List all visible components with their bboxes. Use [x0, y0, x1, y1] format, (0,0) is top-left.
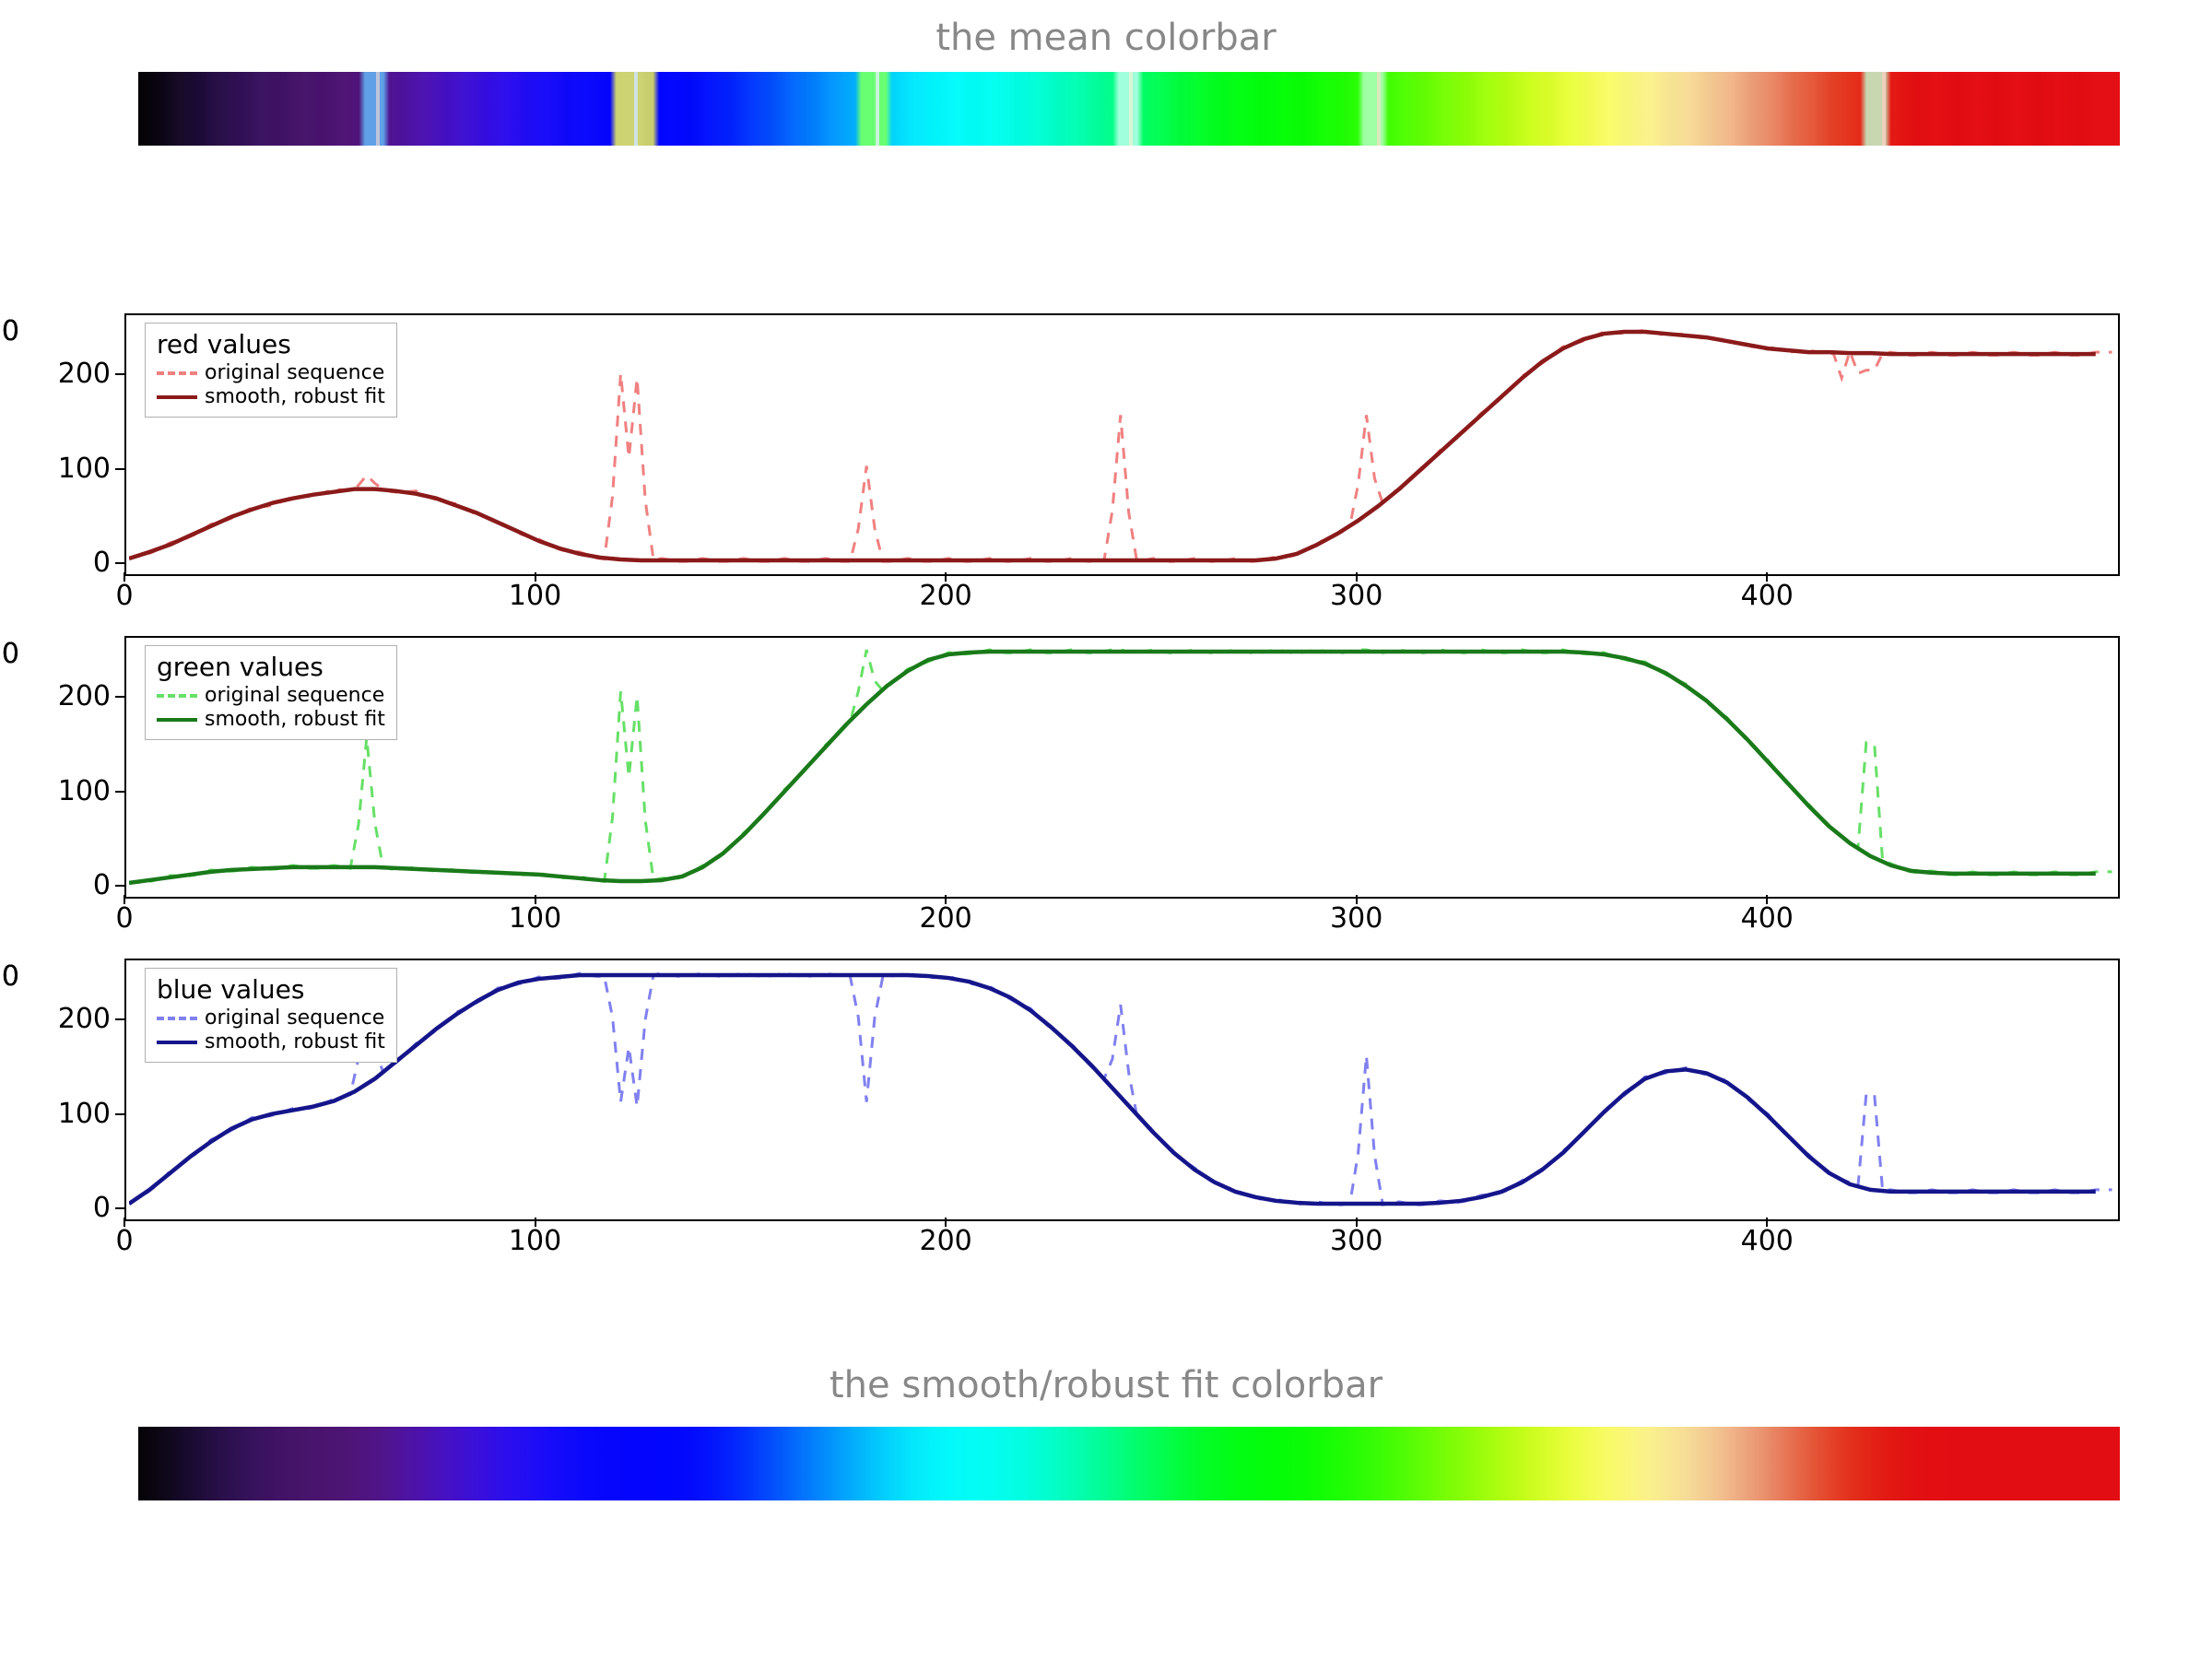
red-legend: red values original sequence smooth, rob… — [145, 323, 397, 418]
legend-label-original: original sequence — [205, 1006, 384, 1030]
blue-fit-line — [129, 975, 2096, 1204]
x-tick-mark — [535, 895, 536, 904]
x-tick-mark — [124, 895, 125, 904]
mean-colorbar — [138, 72, 2120, 146]
x-tick-label: 100 — [508, 580, 563, 612]
x-tick-mark — [1766, 572, 1768, 582]
bottom-colorbar-title: the smooth/robust fit colorbar — [0, 1364, 2212, 1406]
green-fit-line — [129, 652, 2096, 883]
y-tick-label: 200 — [55, 1003, 111, 1035]
legend-row-fit: smooth, robust fit — [157, 385, 385, 409]
legend-swatch-solid — [157, 395, 197, 399]
legend-swatch-dashed — [157, 694, 197, 698]
y-tick-label: 200 — [55, 358, 111, 390]
x-tick-label: 0 — [97, 902, 152, 935]
colorbar-streak — [376, 72, 380, 146]
colorbar-streak — [876, 72, 879, 146]
x-tick-label: 300 — [1329, 902, 1384, 935]
x-tick-mark — [945, 895, 947, 904]
legend-swatch-dashed — [157, 1017, 197, 1020]
x-tick-mark — [1356, 1218, 1358, 1227]
x-tick-label: 300 — [1329, 580, 1384, 612]
green-panel: 0100200 green values original sequence s… — [124, 636, 2120, 899]
legend-swatch-solid — [157, 1041, 197, 1044]
x-tick-mark — [535, 1218, 536, 1227]
top-colorbar-title: the mean colorbar — [0, 17, 2212, 59]
y-tick-mark — [115, 468, 124, 470]
y-tick-label: 0 — [55, 1192, 111, 1224]
legend-title: red values — [157, 329, 385, 359]
legend-row-fit: smooth, robust fit — [157, 1030, 385, 1054]
legend-label-fit: smooth, robust fit — [205, 1030, 385, 1054]
green-chart-svg — [129, 641, 2116, 895]
colorbar-streak — [1882, 72, 1886, 146]
x-tick-label: 100 — [508, 902, 563, 935]
y-tick-label: 100 — [55, 775, 111, 807]
legend-row-original: original sequence — [157, 1006, 385, 1030]
colorbar-streak — [634, 72, 638, 146]
y-tick-mark — [115, 1207, 124, 1209]
x-tick-mark — [1356, 572, 1358, 582]
legend-title: blue values — [157, 974, 385, 1005]
blue-legend: blue values original sequence smooth, ro… — [145, 968, 397, 1063]
legend-row-fit: smooth, robust fit — [157, 708, 385, 732]
legend-swatch-solid — [157, 718, 197, 722]
x-tick-label: 0 — [97, 1225, 152, 1257]
y-tick-mark — [115, 562, 124, 564]
y-tick-label: 100 — [55, 1098, 111, 1130]
x-tick-mark — [535, 572, 536, 582]
x-tick-label: 200 — [918, 580, 973, 612]
legend-label-original: original sequence — [205, 684, 384, 708]
y-tick-mark — [115, 1113, 124, 1115]
legend-label-fit: smooth, robust fit — [205, 385, 385, 409]
legend-label-original: original sequence — [205, 361, 384, 385]
red-chart-svg — [129, 318, 2116, 572]
y-tick-label: 0 — [55, 547, 111, 579]
legend-row-original: original sequence — [157, 361, 385, 385]
x-tick-mark — [1356, 895, 1358, 904]
green-legend: green values original sequence smooth, r… — [145, 645, 397, 740]
y-tick-label: 200 — [55, 680, 111, 712]
x-tick-label: 400 — [1739, 580, 1794, 612]
x-tick-label: 400 — [1739, 902, 1794, 935]
blue-panel: 0100200 blue values original sequence sm… — [124, 959, 2120, 1221]
red-panel: 0100200 red values original sequence smo… — [124, 313, 2120, 576]
red-original-line — [129, 330, 2112, 561]
legend-swatch-dashed — [157, 371, 197, 375]
x-tick-label: 300 — [1329, 1225, 1384, 1257]
figure: the mean colorbar 0100200 red values ori… — [0, 0, 2212, 1659]
x-tick-mark — [124, 1218, 125, 1227]
y-tick-mark — [115, 1018, 124, 1020]
y-tick-label: 0 — [55, 869, 111, 901]
legend-row-original: original sequence — [157, 684, 385, 708]
x-tick-label: 0 — [97, 580, 152, 612]
x-tick-label: 400 — [1739, 1225, 1794, 1257]
fit-colorbar — [138, 1427, 2120, 1500]
y-tick-mark — [115, 885, 124, 887]
colorbar-streak — [1377, 72, 1381, 146]
x-tick-mark — [124, 572, 125, 582]
y-tick-mark — [115, 696, 124, 698]
blue-chart-svg — [129, 963, 2116, 1218]
x-tick-mark — [945, 572, 947, 582]
x-tick-mark — [945, 1218, 947, 1227]
x-tick-mark — [1766, 1218, 1768, 1227]
x-tick-label: 100 — [508, 1225, 563, 1257]
y-tick-label: 100 — [55, 453, 111, 485]
colorbar-streak — [1129, 72, 1133, 146]
blue-original-line — [129, 973, 2112, 1205]
x-tick-label: 200 — [918, 902, 973, 935]
y-tick-mark — [115, 373, 124, 375]
x-tick-mark — [1766, 895, 1768, 904]
green-original-line — [129, 650, 2112, 883]
y-tick-mark — [115, 791, 124, 793]
red-fit-line — [129, 332, 2096, 560]
legend-title: green values — [157, 652, 385, 682]
x-tick-label: 200 — [918, 1225, 973, 1257]
legend-label-fit: smooth, robust fit — [205, 708, 385, 732]
